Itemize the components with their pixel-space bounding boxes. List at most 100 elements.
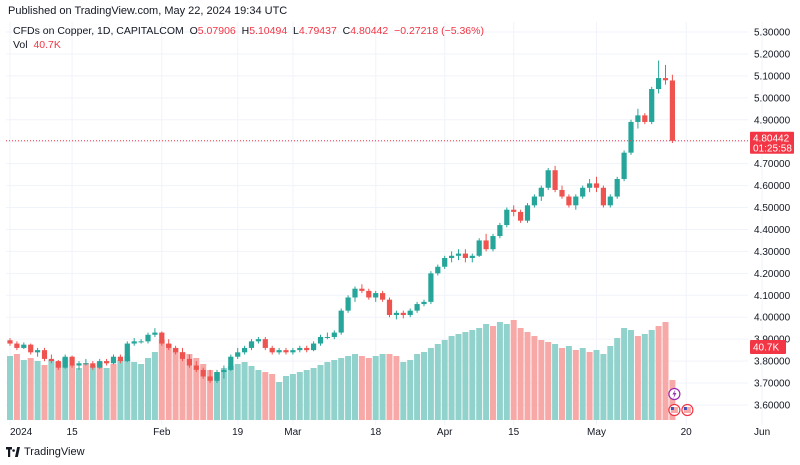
close-value: 4.80442 — [350, 25, 389, 37]
volume-bar — [655, 326, 662, 420]
published-label: Published on TradingView.com, May 22, 20… — [8, 5, 288, 17]
high-value: 5.10494 — [249, 25, 288, 37]
symbol-label: CFDs on Copper, 1D, CAPITALCOM — [13, 25, 184, 37]
candle-body — [345, 297, 351, 311]
volume-bar — [34, 361, 41, 420]
candle-body — [166, 343, 172, 348]
volume-bar — [427, 348, 434, 420]
candle-body — [407, 310, 413, 316]
open-label: O — [189, 25, 198, 37]
volume-bar — [234, 364, 241, 420]
candle-body — [607, 196, 613, 206]
volume-bar — [158, 340, 165, 420]
volume-bar — [186, 354, 193, 420]
candle-body — [69, 356, 75, 366]
volume-bar — [669, 380, 676, 420]
volume-bar — [607, 346, 614, 420]
volume-bar — [296, 372, 303, 420]
volume-tag-value: 40.7K — [753, 343, 779, 354]
candle-body — [228, 356, 234, 370]
countdown-label: 01:25:58 — [753, 144, 792, 155]
volume-bar — [455, 334, 462, 420]
candle-body — [48, 358, 54, 362]
y-tick-label: 4.50000 — [754, 203, 791, 214]
volume-bar — [393, 356, 400, 420]
candle-body — [669, 80, 675, 141]
x-tick-label: Mar — [284, 427, 302, 438]
candle-body — [269, 347, 275, 353]
candle-body — [221, 369, 227, 373]
volume-bar — [414, 354, 421, 420]
volume-bar — [386, 354, 393, 420]
candle-body — [449, 255, 455, 258]
footer-brand: TradingView — [24, 446, 85, 458]
volume-bar — [379, 354, 386, 420]
candle-body — [62, 356, 68, 368]
volume-bar — [490, 326, 496, 420]
ohlc-legend: CFDs on Copper, 1D, CAPITALCOM O5.07906 … — [13, 24, 484, 38]
x-tick-label: 2024 — [10, 427, 33, 438]
candle-body — [642, 115, 648, 122]
volume-bar — [69, 365, 76, 420]
volume-bar — [324, 362, 331, 420]
volume-bar — [421, 352, 427, 420]
volume-bar — [600, 354, 607, 420]
volume-bar — [358, 356, 365, 420]
candle-body — [90, 363, 96, 368]
high-label: H — [241, 25, 250, 37]
x-tick-label: Feb — [153, 427, 171, 438]
candle-body — [552, 170, 558, 190]
y-tick-label: 4.90000 — [754, 115, 791, 126]
y-tick-label: 4.10000 — [754, 291, 791, 302]
candle-body — [538, 187, 544, 197]
x-tick-label: 19 — [232, 427, 244, 438]
candle-body — [428, 273, 434, 302]
candle-body — [159, 332, 165, 344]
candle-body — [656, 78, 662, 90]
volume-bar — [96, 362, 103, 420]
volume-bar — [441, 340, 448, 420]
us-flag-glyph — [670, 407, 678, 413]
candle-body — [41, 350, 48, 359]
x-tick-label: Apr — [437, 427, 453, 438]
volume-bar — [365, 358, 372, 420]
candle-body — [21, 344, 27, 348]
volume-bar — [648, 330, 655, 420]
volume-bar — [634, 336, 641, 420]
candle-body — [193, 365, 199, 370]
candle-body — [442, 257, 448, 267]
volume-bar — [545, 342, 552, 420]
candle-body — [207, 376, 213, 381]
volume-bar — [241, 362, 248, 420]
volume-bar — [124, 356, 131, 420]
candle-body — [173, 347, 179, 353]
candle-body — [14, 343, 20, 348]
volume-bar — [262, 372, 269, 420]
volume-bar — [283, 376, 289, 420]
volume-bar — [82, 363, 89, 420]
volume-bar — [462, 332, 469, 420]
volume-label: Vol — [13, 39, 28, 51]
candle-body — [380, 293, 386, 300]
volume-bar — [165, 344, 172, 420]
candle-body — [200, 369, 206, 377]
volume-bar — [552, 344, 559, 420]
candle-body — [55, 361, 61, 368]
candle-body — [317, 336, 324, 344]
candle-body — [235, 352, 241, 357]
lightning-glyph — [672, 389, 677, 399]
candle-body — [304, 347, 310, 351]
candle-body — [297, 347, 303, 351]
candle-body — [290, 350, 296, 353]
candle-body — [435, 266, 441, 274]
us-flag-glyph — [683, 407, 691, 413]
candle-body — [600, 187, 606, 206]
volume-bar — [641, 334, 648, 420]
candle-body — [76, 363, 82, 366]
candle-body — [511, 209, 517, 212]
volume-bar — [117, 360, 124, 420]
candle-body — [352, 288, 358, 298]
candle-body — [117, 356, 123, 362]
x-tick-label: May — [587, 427, 606, 438]
